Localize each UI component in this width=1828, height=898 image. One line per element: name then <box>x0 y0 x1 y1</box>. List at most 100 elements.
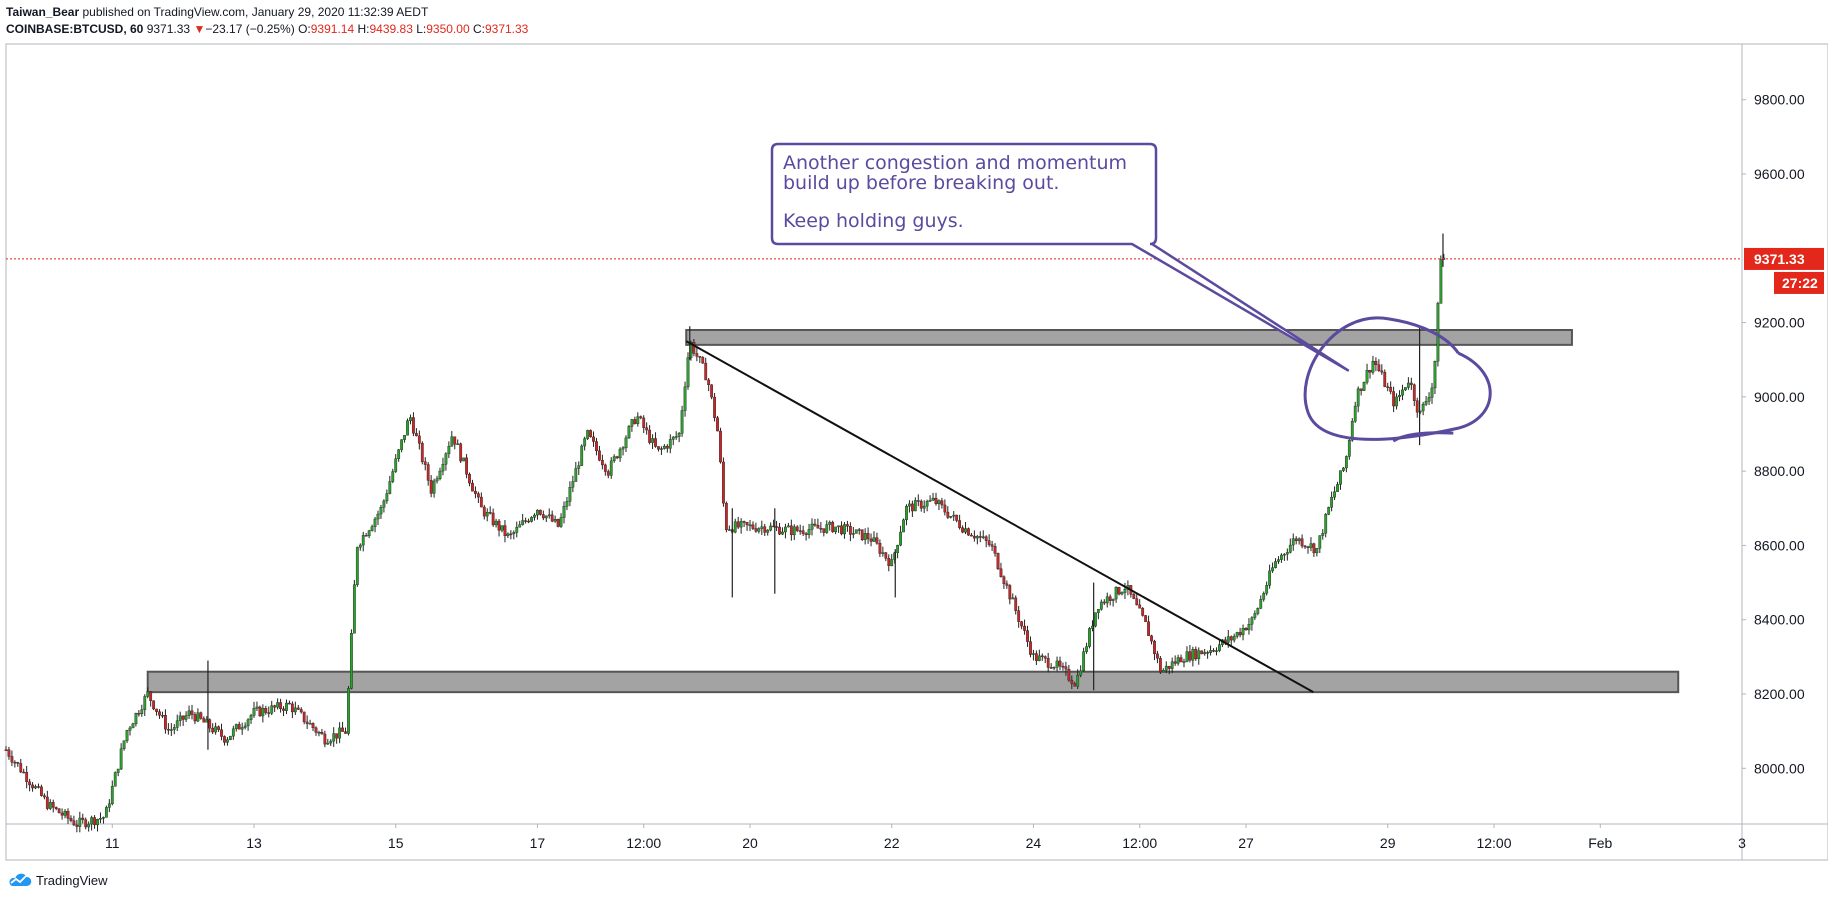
candle-body <box>887 558 891 567</box>
tradingview-cloud-icon <box>9 873 32 886</box>
tradingview-logo-text[interactable]: TradingView <box>36 872 108 888</box>
candle-body <box>394 458 398 472</box>
candle-body <box>1105 596 1109 604</box>
candle-body <box>1265 585 1269 594</box>
candle-body <box>1212 650 1215 652</box>
candle-body <box>739 521 743 528</box>
candle-body <box>314 727 318 733</box>
candle-body <box>1268 570 1272 586</box>
candle-body <box>358 544 362 548</box>
candle-body <box>1389 387 1393 392</box>
candle-body <box>110 786 114 805</box>
candle-body <box>1099 601 1103 610</box>
candle-body <box>1043 656 1047 659</box>
candle-body <box>1235 632 1239 637</box>
price-tick-label: 9600.00 <box>1754 166 1805 182</box>
candle-body <box>515 526 519 533</box>
candle-body <box>1347 440 1351 457</box>
candle-body <box>910 503 914 512</box>
candle-body <box>1123 588 1127 593</box>
candle-body <box>837 525 840 528</box>
candle-body <box>1117 587 1121 595</box>
candle-body <box>1194 649 1198 660</box>
candle-body <box>571 481 575 488</box>
candle-body <box>456 443 460 446</box>
candle-body <box>335 733 339 739</box>
candle-body <box>981 536 985 538</box>
author-name[interactable]: Taiwan_Bear <box>6 5 80 19</box>
candle-body <box>220 729 223 737</box>
open-value: 9391.14 <box>310 22 355 36</box>
candle-body <box>757 528 761 532</box>
candle-body <box>119 748 123 770</box>
candle-body <box>290 703 294 713</box>
candles-layer <box>4 253 1446 833</box>
candle-body <box>1170 661 1174 669</box>
candle-body <box>996 553 1000 569</box>
zone-resistance[interactable] <box>685 329 1573 346</box>
candle-body <box>1333 491 1336 498</box>
candle-body <box>1011 597 1015 600</box>
candle-body <box>1421 404 1425 412</box>
ohlc-line: COINBASE:BTCUSD, 60 9371.33 ▼−23.17 (−0.… <box>6 21 528 38</box>
price-axis[interactable]: 8000.00 8200.00 8400.00 8600.00 8800.00 9000.… <box>1742 92 1824 777</box>
candle-body <box>302 711 306 723</box>
candle-body <box>1102 601 1106 604</box>
candle-body <box>131 723 135 729</box>
candle-body <box>621 447 625 450</box>
candle-body <box>822 528 826 533</box>
candle-body <box>967 528 970 536</box>
candle-body <box>494 520 498 526</box>
candle-body <box>99 818 102 820</box>
spike-wicks-layer <box>207 233 1444 750</box>
candle-body <box>1412 384 1416 401</box>
candle-body <box>125 730 129 741</box>
candle-body <box>438 470 442 479</box>
callout-box[interactable] <box>770 142 1350 372</box>
callout-text-line: Another congestion and momentum <box>783 152 1127 174</box>
candle-body <box>223 736 226 743</box>
zone-support[interactable] <box>146 670 1680 694</box>
time-axis[interactable]: 11 13 15 17 12:00 20 22 24 12:00 27 29 12:00 Feb 3 <box>105 824 1746 851</box>
last-price-badge <box>1744 247 1824 270</box>
candle-body <box>1395 396 1398 407</box>
candle-body <box>807 529 811 535</box>
candle-body <box>4 749 8 751</box>
candle-body <box>149 691 153 701</box>
candle-body <box>479 496 483 508</box>
candle-body <box>789 525 793 536</box>
candle-body <box>1005 583 1009 586</box>
descending-trendline[interactable] <box>685 340 1314 694</box>
candle-body <box>1185 651 1189 662</box>
candle-body <box>1327 507 1331 515</box>
candle-body <box>990 544 994 547</box>
candle-body <box>190 710 194 715</box>
candle-body <box>786 525 790 528</box>
candle-body <box>509 533 513 536</box>
candle-body <box>645 427 649 431</box>
price-tick-label: 8200.00 <box>1754 686 1805 702</box>
candle-body <box>288 702 291 705</box>
candle-body <box>975 536 979 539</box>
candle-body <box>1315 547 1319 554</box>
candle-body <box>497 520 501 531</box>
candle-body <box>559 517 563 527</box>
candle-body <box>1262 593 1266 600</box>
candle-body <box>350 633 353 689</box>
candle-body <box>686 357 690 388</box>
candle-body <box>178 715 182 721</box>
congestion-circle[interactable] <box>1303 316 1492 441</box>
candle-body <box>217 726 220 730</box>
candle-body <box>872 537 876 542</box>
candle-body <box>722 461 725 504</box>
time-tick-label: 13 <box>246 835 262 851</box>
candle-body <box>45 796 49 809</box>
candle-body <box>1017 610 1021 622</box>
time-tick-label: 11 <box>105 835 120 851</box>
candle-body <box>96 819 99 826</box>
candle-body <box>90 817 94 825</box>
candle-body <box>1368 370 1372 373</box>
candle-body <box>72 820 76 826</box>
